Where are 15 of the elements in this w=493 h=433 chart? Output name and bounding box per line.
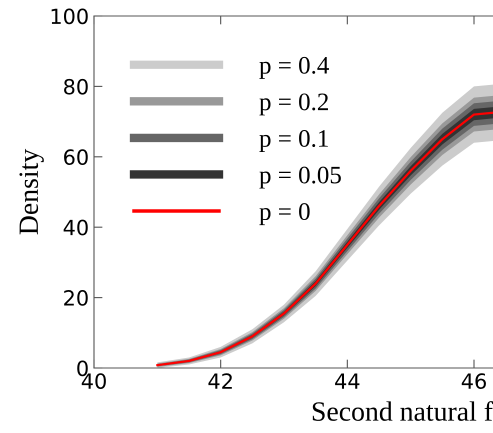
x-tick-label: 44 [335,374,360,389]
y-tick-label: 40 [64,220,88,236]
y-axis-title: Density [19,148,44,234]
x-tick-label: 46 [462,373,486,389]
legend-label: p = 0 [259,203,310,226]
y-tick-label: 20 [64,290,88,306]
legend-label: p = 0.4 [259,56,329,79]
legend-label: p = 0.2 [259,93,328,116]
x-axis-title: Second natural f [312,401,493,421]
y-tick-label: 60 [64,149,88,166]
legend-label: p = 0.1 [259,130,328,152]
y-tick-label: 80 [64,78,88,95]
y-tick-label: 100 [52,8,88,24]
legend-label: p = 0.05 [259,166,341,189]
x-tick-label: 42 [208,373,232,389]
